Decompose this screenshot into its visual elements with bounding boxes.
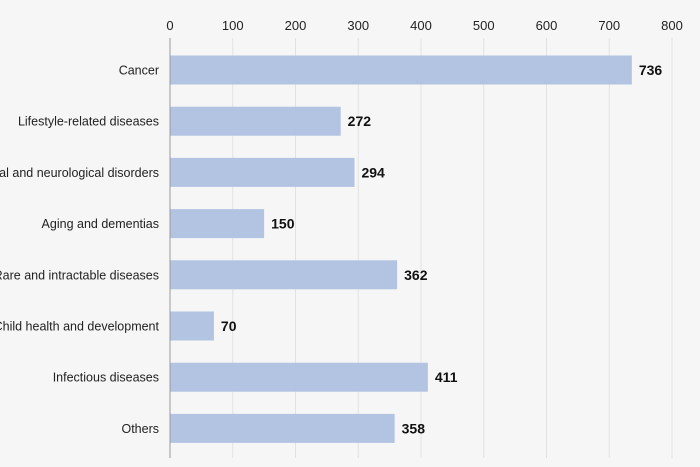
category-label: Child health and development xyxy=(0,320,160,334)
category-label: Mental and neurological disorders xyxy=(0,166,159,180)
data-label: 272 xyxy=(348,113,372,129)
bar xyxy=(170,362,428,392)
category-label: Others xyxy=(121,422,159,436)
data-label: 70 xyxy=(221,318,237,334)
x-tick-label: 700 xyxy=(598,18,620,33)
data-label: 736 xyxy=(639,62,663,78)
category-label: Aging and dementias xyxy=(42,217,159,231)
category-label: Infectious diseases xyxy=(53,371,159,385)
x-tick-label: 300 xyxy=(347,18,369,33)
data-label: 362 xyxy=(404,267,428,283)
x-tick-label: 100 xyxy=(222,18,244,33)
category-label: Lifestyle-related diseases xyxy=(18,115,159,129)
bar xyxy=(170,311,214,341)
bar xyxy=(170,106,341,136)
category-label: Rare and intractable diseases xyxy=(0,268,159,282)
value-labels: 736 272 294 150 362 70 411 358 xyxy=(221,62,662,436)
bar xyxy=(170,55,632,85)
gridlines xyxy=(232,38,673,458)
x-tick-label: 800 xyxy=(661,18,683,33)
bar xyxy=(170,260,398,290)
x-tick-label: 600 xyxy=(536,18,558,33)
bar xyxy=(170,157,355,187)
bars xyxy=(170,55,632,443)
bar xyxy=(170,413,395,443)
x-tick-label: 200 xyxy=(285,18,307,33)
data-label: 294 xyxy=(361,164,385,180)
category-labels: Cancer Lifestyle-related diseases Mental a… xyxy=(0,64,160,436)
x-tick-label: 0 xyxy=(166,18,173,33)
x-tick-label: 500 xyxy=(473,18,495,33)
data-label: 150 xyxy=(271,216,295,232)
x-tick-label: 400 xyxy=(410,18,432,33)
data-label: 411 xyxy=(435,369,458,385)
category-label: Cancer xyxy=(119,64,159,78)
bar xyxy=(170,209,265,239)
x-axis-ticks: 0 100 200 300 400 500 600 700 800 xyxy=(166,18,682,33)
data-label: 358 xyxy=(402,420,426,436)
